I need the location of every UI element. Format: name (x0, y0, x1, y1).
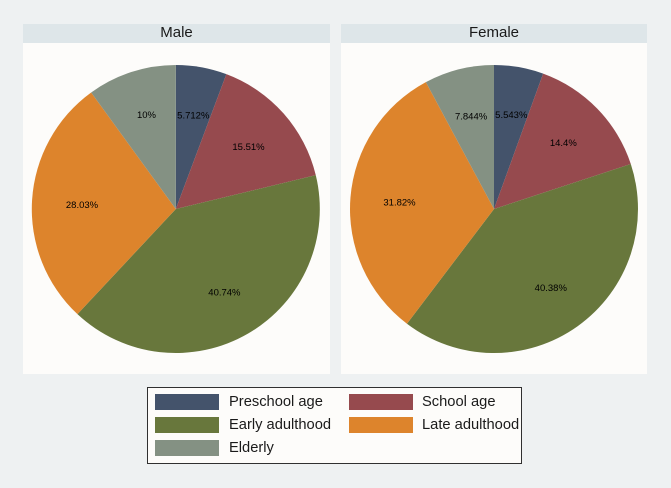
svg-text:40.38%: 40.38% (535, 283, 568, 294)
svg-text:7.844%: 7.844% (455, 111, 488, 122)
svg-text:31.82%: 31.82% (383, 198, 416, 209)
svg-text:15.51%: 15.51% (232, 142, 265, 153)
svg-text:10%: 10% (137, 110, 157, 121)
svg-text:5.712%: 5.712% (177, 110, 210, 121)
svg-text:5.543%: 5.543% (495, 110, 528, 121)
svg-text:28.03%: 28.03% (66, 200, 99, 211)
svg-text:40.74%: 40.74% (208, 287, 241, 298)
svg-text:14.4%: 14.4% (550, 138, 577, 149)
